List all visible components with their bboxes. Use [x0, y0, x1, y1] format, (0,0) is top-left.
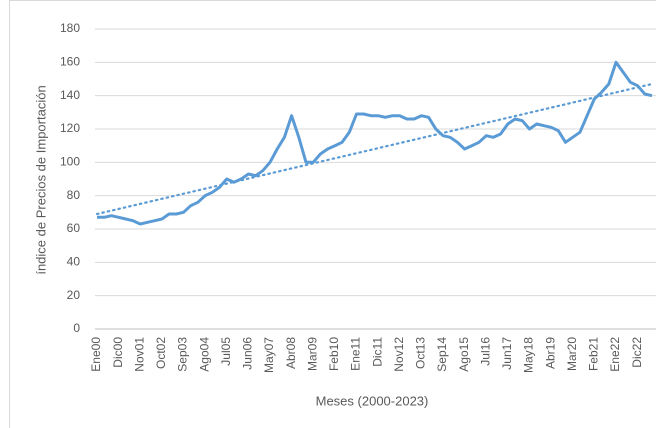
trend-line: [95, 82, 654, 216]
x-tick-label: Nov12: [392, 337, 406, 372]
y-tick-label: 120: [60, 121, 80, 135]
x-tick-label: Jul16: [478, 337, 492, 366]
x-tick-label: May07: [262, 337, 276, 373]
x-tick-label: Mar09: [305, 337, 319, 371]
y-tick-label: 160: [60, 55, 80, 69]
x-tick-label: Dic11: [370, 337, 384, 367]
x-tick-label: Feb21: [587, 337, 601, 371]
x-tick-label: Ene11: [349, 337, 363, 371]
x-tick-label: Ene22: [608, 337, 622, 372]
x-tick-label: May18: [522, 337, 536, 373]
x-tick-label: Nov01: [132, 337, 146, 372]
x-tick-label: Ago04: [197, 337, 211, 372]
y-tick-label: 0: [73, 321, 80, 335]
x-tick-label: Abr19: [543, 337, 557, 369]
x-axis-label: Meses (2000-2023): [316, 393, 429, 408]
x-tick-label: Ago15: [457, 337, 471, 372]
chart-frame: [9, 0, 656, 428]
y-tick-label: 100: [60, 155, 80, 169]
y-tick-label: 60: [67, 221, 81, 235]
y-tick-label: 80: [67, 188, 81, 202]
x-tick-label: Oct02: [154, 337, 168, 369]
y-tick-label: 20: [67, 288, 81, 302]
x-tick-label: Ene00: [89, 337, 103, 372]
y-tick-label: 180: [60, 21, 80, 35]
x-tick-label: Oct13: [414, 337, 428, 369]
x-tick-label: Abr08: [284, 337, 298, 369]
x-tick-label: Mar20: [565, 337, 579, 371]
y-axis-label: índice de Precios de Importación: [33, 85, 48, 274]
y-tick-label: 140: [60, 88, 80, 102]
x-tick-label: Jul05: [219, 337, 233, 366]
x-tick-label: Dic00: [111, 337, 125, 368]
x-tick-label: Jun06: [241, 337, 255, 370]
data-line: [97, 60, 653, 226]
x-tick-label: Jun17: [500, 337, 514, 370]
x-tick-label: Dic22: [630, 337, 644, 368]
x-tick-label: Feb10: [327, 337, 341, 371]
x-tick-label: Sep14: [435, 337, 449, 372]
y-tick-label: 40: [67, 255, 81, 269]
x-tick-label: Sep03: [176, 337, 190, 372]
